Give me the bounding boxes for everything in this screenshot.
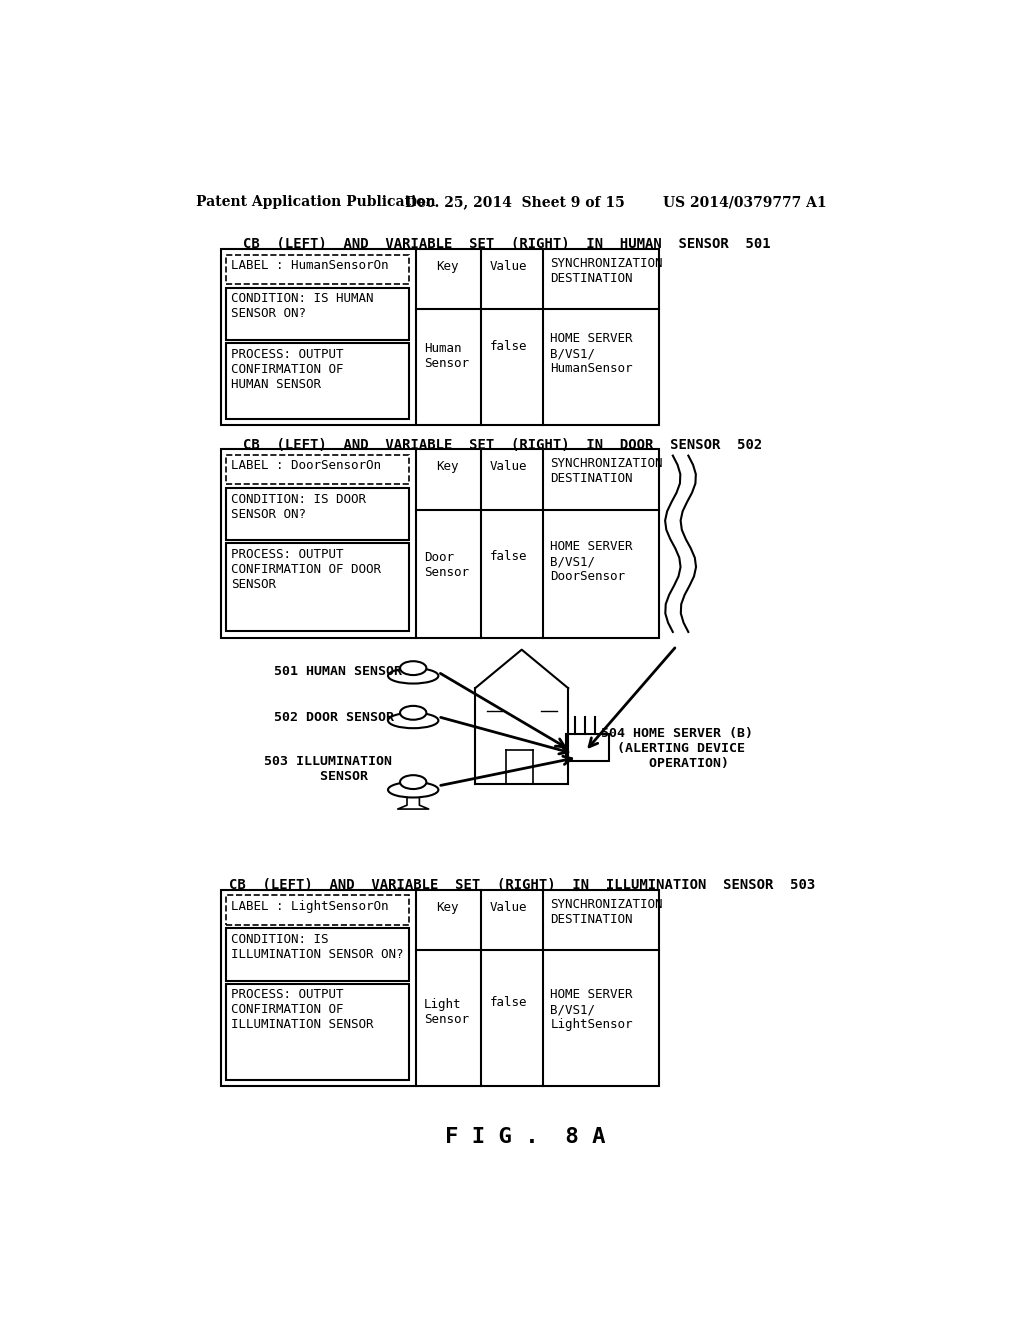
Bar [226, 455, 409, 484]
Bar [226, 488, 409, 540]
Text: HOME SERVER
B/VS1/
DoorSensor: HOME SERVER B/VS1/ DoorSensor [550, 540, 633, 583]
Text: 504 HOME SERVER (B)
  (ALERTING DEVICE
      OPERATION): 504 HOME SERVER (B) (ALERTING DEVICE OPE… [601, 726, 753, 770]
Text: false: false [489, 549, 527, 562]
Text: false: false [489, 341, 527, 354]
Bar [226, 288, 409, 341]
Text: 501 HUMAN SENSOR: 501 HUMAN SENSOR [273, 665, 401, 678]
Bar [221, 249, 658, 425]
Text: LABEL : HumanSensorOn: LABEL : HumanSensorOn [231, 259, 388, 272]
Text: Door
Sensor: Door Sensor [424, 552, 469, 579]
Text: CB  (LEFT)  AND  VARIABLE  SET  (RIGHT)  IN  DOOR  SENSOR  502: CB (LEFT) AND VARIABLE SET (RIGHT) IN DO… [243, 438, 762, 451]
Text: Dec. 25, 2014  Sheet 9 of 15: Dec. 25, 2014 Sheet 9 of 15 [406, 195, 626, 210]
Bar [221, 450, 658, 638]
Text: HOME SERVER
B/VS1/
LightSensor: HOME SERVER B/VS1/ LightSensor [550, 989, 633, 1031]
Text: false: false [489, 997, 527, 1010]
Bar [226, 255, 409, 284]
Text: CONDITION: IS HUMAN
SENSOR ON?: CONDITION: IS HUMAN SENSOR ON? [231, 293, 374, 321]
Text: CONDITION: IS DOOR
SENSOR ON?: CONDITION: IS DOOR SENSOR ON? [231, 492, 366, 520]
Text: Key: Key [436, 900, 459, 913]
Text: PROCESS: OUTPUT
CONFIRMATION OF DOOR
SENSOR: PROCESS: OUTPUT CONFIRMATION OF DOOR SEN… [231, 548, 381, 591]
Text: CB  (LEFT)  AND  VARIABLE  SET  (RIGHT)  IN  HUMAN  SENSOR  501: CB (LEFT) AND VARIABLE SET (RIGHT) IN HU… [243, 238, 770, 251]
Text: Patent Application Publication: Patent Application Publication [197, 195, 436, 210]
Bar [226, 928, 409, 981]
Text: Value: Value [489, 260, 527, 273]
Text: SYNCHRONIZATION
DESTINATION: SYNCHRONIZATION DESTINATION [550, 457, 663, 486]
Ellipse shape [388, 781, 438, 797]
Text: SYNCHRONIZATION
DESTINATION: SYNCHRONIZATION DESTINATION [550, 898, 663, 925]
Text: HOME SERVER
B/VS1/
HumanSensor: HOME SERVER B/VS1/ HumanSensor [550, 333, 633, 375]
Text: SYNCHRONIZATION
DESTINATION: SYNCHRONIZATION DESTINATION [550, 257, 663, 285]
Text: Light
Sensor: Light Sensor [424, 998, 469, 1026]
Ellipse shape [388, 713, 438, 729]
Text: Human
Sensor: Human Sensor [424, 342, 469, 370]
Text: PROCESS: OUTPUT
CONFIRMATION OF
ILLUMINATION SENSOR: PROCESS: OUTPUT CONFIRMATION OF ILLUMINA… [231, 989, 374, 1031]
Text: Value: Value [489, 900, 527, 913]
Ellipse shape [400, 706, 426, 719]
Bar [226, 343, 409, 418]
Bar [226, 895, 409, 924]
Text: CB  (LEFT)  AND  VARIABLE  SET  (RIGHT)  IN  ILLUMINATION  SENSOR  503: CB (LEFT) AND VARIABLE SET (RIGHT) IN IL… [228, 878, 815, 892]
Text: 503 ILLUMINATION
       SENSOR: 503 ILLUMINATION SENSOR [263, 755, 391, 783]
Ellipse shape [388, 668, 438, 684]
Text: US 2014/0379777 A1: US 2014/0379777 A1 [663, 195, 826, 210]
Bar [226, 983, 409, 1080]
Bar [221, 890, 658, 1086]
Ellipse shape [400, 661, 426, 675]
Text: F I G .  8 A: F I G . 8 A [444, 1127, 605, 1147]
Text: PROCESS: OUTPUT
CONFIRMATION OF
HUMAN SENSOR: PROCESS: OUTPUT CONFIRMATION OF HUMAN SE… [231, 348, 344, 391]
Text: CONDITION: IS
ILLUMINATION SENSOR ON?: CONDITION: IS ILLUMINATION SENSOR ON? [231, 933, 403, 961]
Text: Key: Key [436, 461, 459, 474]
Bar [566, 734, 608, 762]
Ellipse shape [400, 775, 426, 789]
Text: 502 DOOR SENSOR: 502 DOOR SENSOR [273, 711, 393, 725]
Text: LABEL : LightSensorOn: LABEL : LightSensorOn [231, 900, 388, 913]
Text: Value: Value [489, 461, 527, 474]
Bar [226, 544, 409, 631]
Text: LABEL : DoorSensorOn: LABEL : DoorSensorOn [231, 459, 381, 473]
Text: Key: Key [436, 260, 459, 273]
